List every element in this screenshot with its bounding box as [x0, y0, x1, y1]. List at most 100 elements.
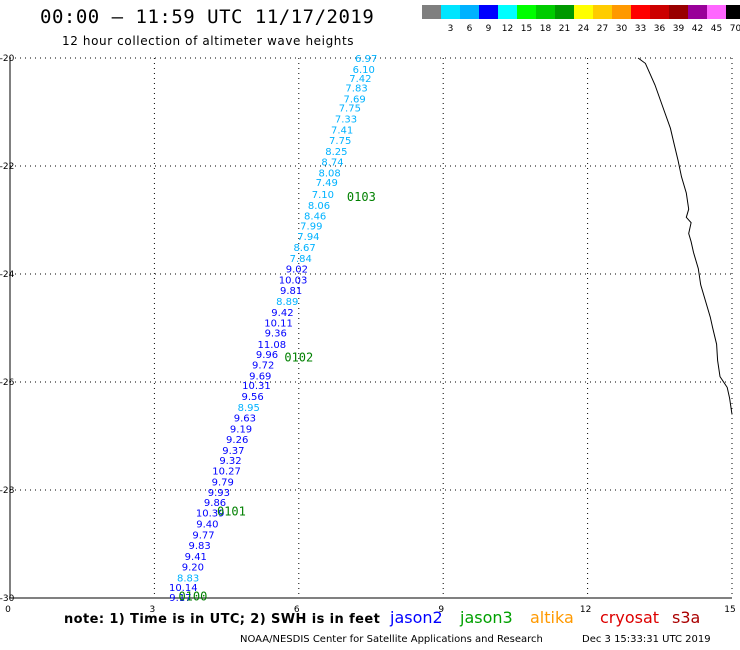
wave-height-value: 7.83	[345, 84, 367, 95]
scale-value: 6	[467, 24, 473, 34]
y-tick-label: -28	[0, 486, 15, 496]
wave-height-value: 10.39	[196, 509, 225, 520]
pass-time-label: 0100	[178, 589, 207, 603]
wave-height-value: 7.41	[331, 125, 353, 136]
scale-value: 45	[711, 24, 722, 34]
pass-time-label: 0102	[284, 351, 313, 365]
wave-height-value: 9.81	[280, 286, 302, 297]
scale-swatch	[707, 5, 726, 19]
wave-height-value: 9.79	[212, 477, 234, 488]
wave-height-value: 9.83	[189, 541, 211, 552]
scale-swatch	[612, 5, 631, 19]
wave-height-value: 9.37	[222, 446, 244, 457]
map-grid	[9, 57, 733, 599]
wave-height-value: 11.08	[258, 340, 287, 351]
wave-height-value: 8.06	[308, 201, 330, 212]
scale-value: 27	[597, 24, 608, 34]
y-tick-label: -24	[0, 270, 15, 280]
y-tick-label: -26	[0, 378, 15, 388]
wave-height-value: 7.33	[335, 114, 357, 125]
scale-value: 21	[559, 24, 570, 34]
wave-height-value: 7.69	[344, 95, 366, 106]
coastline	[637, 57, 733, 415]
credit-text: NOAA/NESDIS Center for Satellite Applica…	[240, 634, 543, 645]
map-frame	[9, 57, 732, 599]
wave-height-value: 10.11	[264, 319, 293, 330]
scale-value: 18	[540, 24, 552, 34]
x-tick-label: 3	[150, 605, 156, 615]
scale-value: 15	[521, 24, 532, 34]
wave-height-value: 8.08	[318, 168, 340, 179]
scale-value: 39	[673, 24, 685, 34]
pass-time-label: 0101	[217, 505, 246, 519]
scale-value: 3	[448, 24, 454, 34]
scale-value: 9	[486, 24, 492, 34]
wave-height-value: 6.97	[355, 54, 377, 65]
scale-swatch	[555, 5, 574, 19]
wave-height-value: 9.93	[208, 488, 230, 499]
scale-value: 36	[654, 24, 666, 34]
wave-height-value: 8.95	[238, 403, 260, 414]
scale-swatch	[498, 5, 517, 19]
pass-labels: 0103 0102 0101 0100	[178, 190, 375, 604]
wave-height-value: 8.67	[293, 243, 315, 254]
wave-height-value: 9.42	[271, 308, 293, 319]
wave-height-value: 7.10	[312, 190, 334, 201]
scale-value: 12	[502, 24, 513, 34]
wave-height-value: 9.56	[241, 392, 263, 403]
scale-value: 30	[616, 24, 628, 34]
wave-height-value: 10.31	[242, 381, 271, 392]
axis-ticks: -20 -22 -24 -26 -28 -300 3 6 9 12 15	[0, 54, 736, 615]
map-title: 00:00 – 11:59 UTC 11/17/2019	[40, 6, 375, 28]
wave-height-value: 7.84	[290, 254, 312, 265]
y-tick-label: -20	[0, 54, 15, 64]
scale-value: 24	[578, 24, 590, 34]
wave-height-value: 10.27	[212, 467, 241, 478]
scale-swatch	[517, 5, 536, 19]
wave-height-value: 8.46	[304, 212, 326, 223]
y-tick-label: -30	[0, 594, 15, 604]
wave-height-value: 7.49	[316, 178, 338, 189]
wave-height-value: 9.40	[196, 519, 218, 530]
wave-height-value: 7.75	[329, 136, 351, 147]
wave-height-value: 7.42	[349, 74, 371, 85]
legend-jason2: jason2	[390, 608, 443, 627]
pass-time-label: 0103	[347, 190, 376, 204]
scale-swatch	[631, 5, 650, 19]
x-tick-label: 0	[5, 605, 11, 615]
wave-height-value: 9.63	[234, 414, 256, 425]
wave-height-value: 9.72	[252, 361, 274, 372]
scale-swatch	[574, 5, 593, 19]
legend-s3a: s3a	[672, 608, 701, 627]
legend-cryosat: cryosat	[600, 608, 660, 627]
legend-jason3: jason3	[460, 608, 513, 627]
scale-value: 33	[635, 24, 646, 34]
scale-value: 70	[730, 24, 740, 34]
wave-height-value: 8.74	[321, 158, 343, 169]
altimeter-track: 6.976.107.427.837.697.757.337.417.758.25…	[169, 54, 377, 604]
x-tick-label: 15	[724, 605, 735, 615]
wave-height-value: 8.83	[177, 573, 199, 584]
wave-height-value: 9.86	[204, 498, 226, 509]
wave-height-value: 9.69	[249, 372, 271, 383]
scale-swatch	[460, 5, 479, 19]
scale-swatch	[688, 5, 707, 19]
note-text: note: 1) Time is in UTC; 2) SWH is in fe…	[64, 612, 381, 627]
wave-height-value: 9.17	[169, 593, 191, 604]
scale-swatch	[669, 5, 688, 19]
x-tick-label: 6	[294, 605, 300, 615]
wave-height-value: 6.10	[353, 65, 375, 76]
x-tick-label: 9	[438, 605, 444, 615]
scale-swatch	[422, 5, 441, 19]
wave-height-value: 9.32	[219, 456, 241, 467]
wave-height-value: 9.19	[230, 424, 252, 435]
wave-height-value: 9.26	[226, 435, 248, 446]
wave-height-value: 7.94	[297, 232, 319, 243]
wave-height-value: 9.36	[265, 328, 287, 339]
wave-height-value: 9.20	[182, 563, 204, 574]
scale-swatch	[536, 5, 555, 19]
y-tick-label: -22	[0, 162, 14, 172]
scale-swatch	[650, 5, 669, 19]
x-tick-label: 12	[580, 605, 591, 615]
